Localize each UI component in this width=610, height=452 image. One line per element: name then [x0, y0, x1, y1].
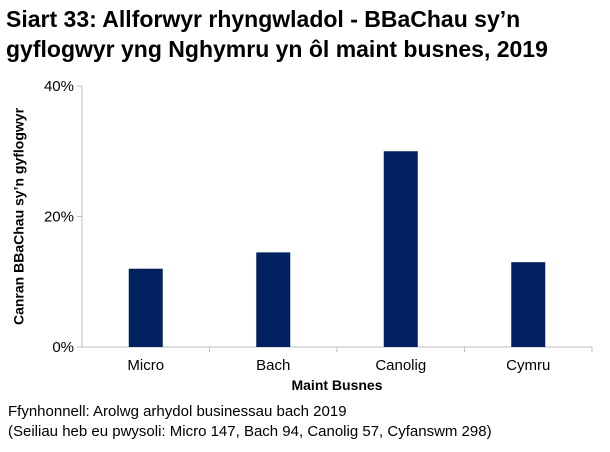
bar-bach: [256, 252, 291, 347]
bar-micro: [128, 268, 163, 347]
base-note: (Seiliau heb eu pwysoli: Micro 147, Bach…: [8, 423, 492, 440]
x-tick-label: Bach: [256, 357, 290, 374]
y-axis-title: Canran BBaChau sy’n gyflogwyr: [11, 107, 27, 325]
y-tick-label: 0%: [52, 339, 74, 356]
x-tick-label: Micro: [127, 357, 164, 374]
source-note: Ffynhonnell: Arolwg arhydol businessau b…: [8, 403, 347, 420]
bar-canolig: [383, 151, 418, 347]
x-axis-title: Maint Busnes: [291, 377, 382, 393]
x-tick-label: Cymru: [506, 357, 550, 374]
y-tick-label: 40%: [44, 78, 74, 95]
bar-cymru: [511, 262, 546, 347]
bar-chart: 0% 20% 40% Micro Bach Canolig Cymru Canran BBa…: [11, 78, 593, 393]
y-tick-label: 20%: [44, 209, 74, 226]
plot-area: 0% 20% 40% Micro Bach Canolig Cymru: [44, 78, 593, 374]
x-tick-label: Canolig: [375, 357, 426, 374]
chart-title: Siart 33: Allforwyr rhyngwladol - BBaCha…: [6, 6, 548, 62]
